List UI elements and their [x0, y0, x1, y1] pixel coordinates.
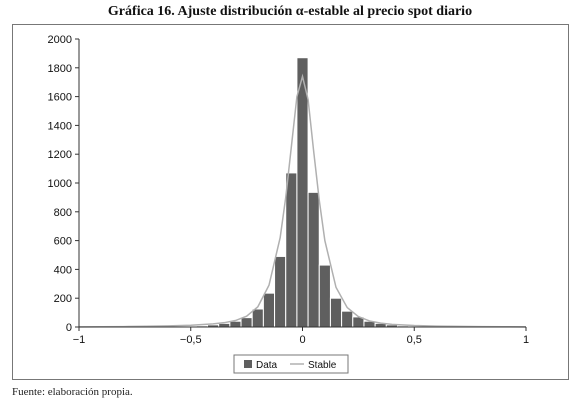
y-tick-label: 1000 [48, 178, 72, 190]
histogram-bar [262, 292, 276, 328]
histogram-bar [240, 317, 253, 328]
histogram-bar [296, 57, 309, 328]
chart-svg: 0 200 400 600 800 1000 1200 1400 1600 1800 2000 −1 −… [48, 34, 530, 374]
legend-stable-label: Stable [308, 360, 337, 371]
x-tick-label: 0 [299, 334, 305, 346]
y-tick-label: 800 [54, 207, 72, 219]
y-tick-label: 2000 [48, 34, 72, 46]
histogram-bar [285, 172, 298, 328]
legend-data-label: Data [256, 360, 278, 371]
y-tick-label: 1600 [48, 92, 72, 104]
histogram-bar [318, 264, 331, 328]
histogram-bar [274, 255, 287, 328]
chart-title: Gráfica 16. Ajuste distribución α-establ… [107, 4, 473, 19]
y-tick-label: 1400 [48, 120, 72, 132]
stable-curve-group [78, 73, 527, 328]
legend: Data Stable [233, 354, 349, 374]
x-tick-label: 0,5 [407, 334, 422, 346]
x-tick-label: 1 [523, 334, 529, 346]
x-tick-label: −1 [73, 334, 86, 346]
histogram-bar [307, 191, 320, 328]
histogram-bar [218, 322, 231, 328]
legend-data-swatch [244, 360, 252, 368]
source-note: Fuente: elaboración propia. [12, 386, 133, 398]
histogram-bar [341, 310, 354, 328]
histogram-bar [229, 320, 242, 328]
y-tick-label: 600 [54, 236, 72, 248]
histogram-bar [251, 308, 264, 328]
y-tick-label: 0 [66, 322, 72, 334]
y-tick-label: 1800 [48, 63, 72, 75]
histogram-bar [329, 297, 343, 328]
chart-frame: 0 200 400 600 800 1000 1200 1400 1600 1800 2000 −1 −… [12, 24, 569, 380]
y-tick-label: 400 [54, 264, 72, 276]
y-tick-label: 200 [54, 293, 72, 305]
y-tick-label: 1200 [48, 149, 72, 161]
x-tick-label: −0,5 [180, 334, 202, 346]
axes: 0 200 400 600 800 1000 1200 1400 1600 1800 2000 −1 −… [48, 34, 530, 346]
stable-line [78, 73, 527, 328]
histogram-bars [184, 57, 421, 328]
